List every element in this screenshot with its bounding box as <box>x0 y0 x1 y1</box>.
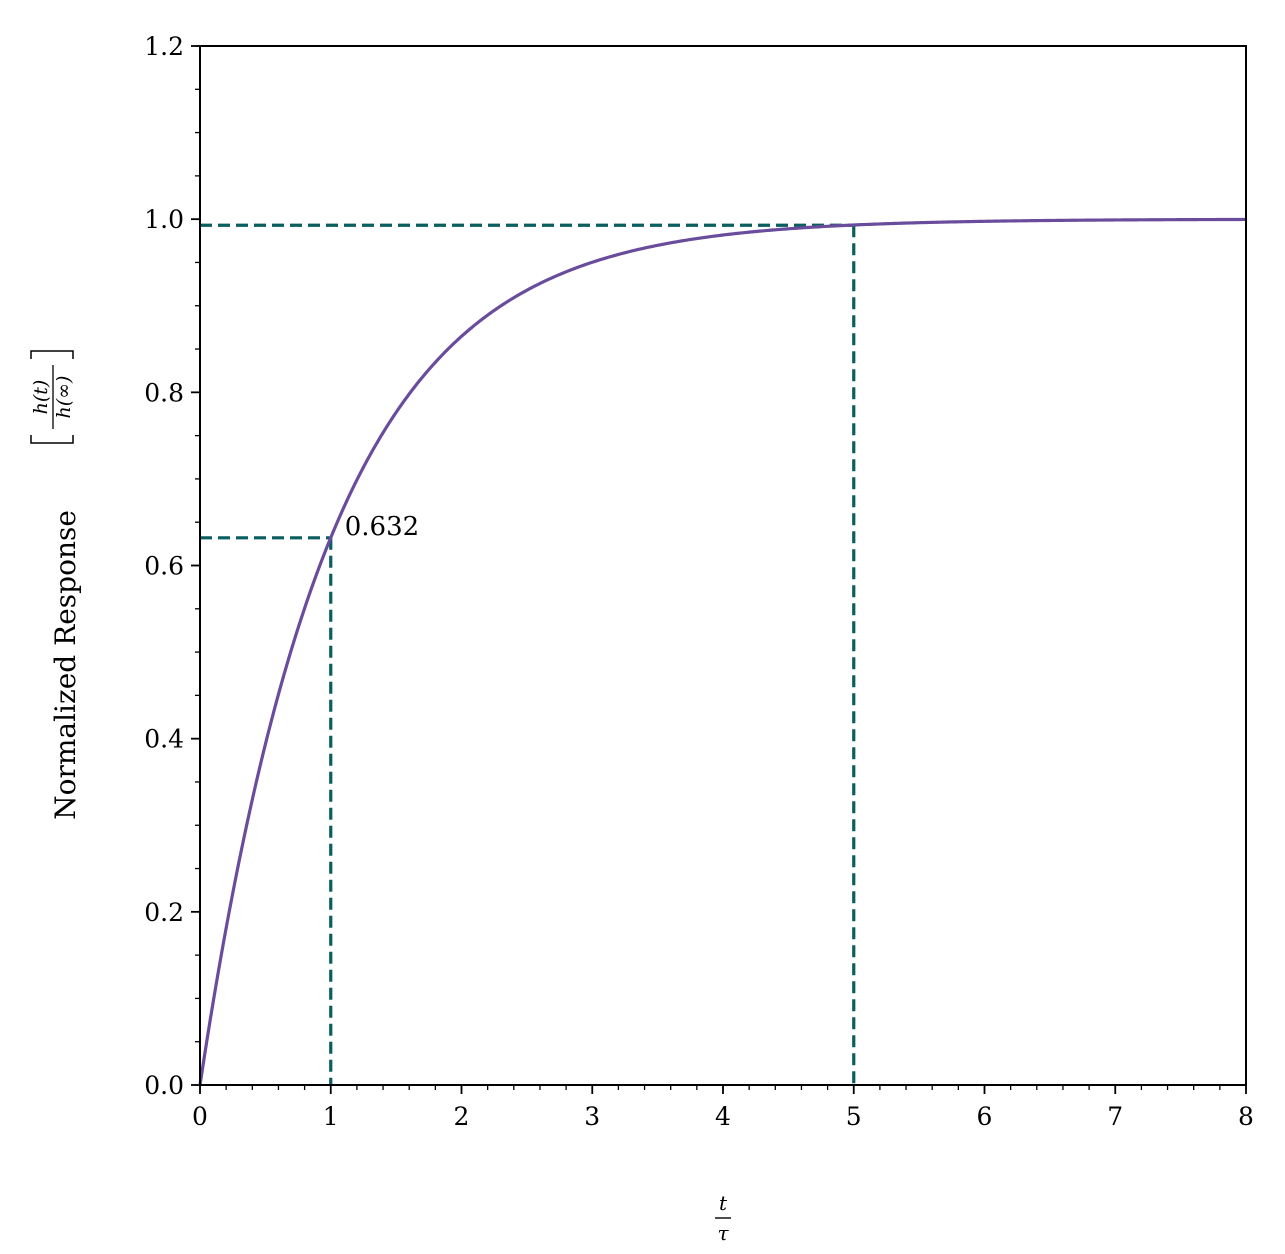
bracket-denominator: h(∞) <box>53 376 75 419</box>
y-tick-labels: 0.0 0.2 0.4 0.6 0.8 1.0 1.2 <box>144 32 184 1100</box>
y-tick-label: 0.4 <box>144 725 184 754</box>
x-tick-label: 6 <box>977 1102 993 1131</box>
left-bracket <box>30 435 74 444</box>
major-ticks <box>191 45 1247 1094</box>
x-tick-label: 1 <box>323 1102 339 1131</box>
y-tick-label: 1.0 <box>144 205 184 234</box>
y-axis-label: Normalized Response h(t) h(∞) <box>30 350 82 820</box>
y-axis-label-bracket: h(t) h(∞) <box>30 350 75 444</box>
x-tick-label: 0 <box>192 1102 208 1131</box>
response-curve <box>198 217 1246 1086</box>
y-tick-label: 0.0 <box>144 1071 184 1100</box>
y-tick-label: 0.6 <box>144 552 184 581</box>
x-tick-label: 8 <box>1238 1102 1254 1131</box>
x-tick-label: 2 <box>454 1102 470 1131</box>
x-tick-label: 3 <box>584 1102 600 1131</box>
y-tick-label: 0.8 <box>144 378 184 407</box>
x-axis-label-denominator: τ <box>717 1221 729 1245</box>
x-tick-labels: 0 1 2 3 4 5 6 7 8 <box>192 1102 1254 1131</box>
x-axis-label-numerator: t <box>719 1191 728 1215</box>
plot-area <box>200 46 1246 1085</box>
x-tick-label: 4 <box>715 1102 731 1131</box>
y-tick-label: 0.2 <box>144 898 184 927</box>
right-bracket <box>30 350 74 359</box>
bracket-numerator: h(t) <box>30 380 52 415</box>
y-tick-label: 1.2 <box>144 32 184 61</box>
plot-frame <box>199 45 1247 1086</box>
x-tick-label: 5 <box>846 1102 862 1131</box>
y-axis-label-text: Normalized Response <box>49 510 82 820</box>
x-axis-label: t τ <box>715 1191 731 1245</box>
reference-lines <box>200 223 856 1085</box>
annotation-label: 0.632 <box>345 512 419 542</box>
x-tick-label: 7 <box>1107 1102 1123 1131</box>
